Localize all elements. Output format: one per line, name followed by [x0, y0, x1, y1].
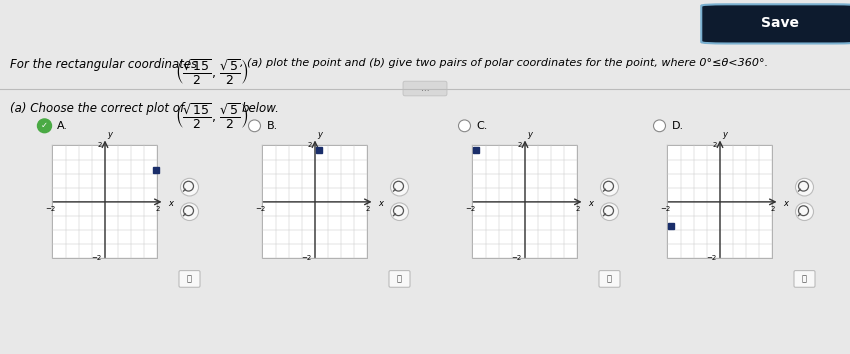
- Text: x: x: [588, 199, 593, 209]
- Text: 2: 2: [712, 142, 717, 148]
- Text: ⎋: ⎋: [802, 274, 807, 284]
- FancyBboxPatch shape: [263, 145, 367, 258]
- Text: −2: −2: [465, 206, 476, 212]
- Text: y: y: [527, 130, 532, 139]
- Circle shape: [796, 203, 813, 221]
- Text: x: x: [378, 199, 383, 209]
- FancyBboxPatch shape: [667, 145, 773, 258]
- Text: , (a) plot the point and (b) give two pairs of polar coordinates for the point, : , (a) plot the point and (b) give two pa…: [240, 58, 768, 68]
- Text: C.: C.: [477, 121, 488, 131]
- Text: 2: 2: [366, 206, 370, 212]
- Text: x: x: [168, 199, 173, 209]
- Text: −2: −2: [660, 206, 671, 212]
- Text: A.: A.: [56, 121, 67, 131]
- Text: $\left(\dfrac{\sqrt{15}}{2},\,\dfrac{\sqrt{5}}{2}\right)$: $\left(\dfrac{\sqrt{15}}{2},\,\dfrac{\sq…: [175, 102, 248, 131]
- Text: $\left(\dfrac{\sqrt{15}}{2},\,\dfrac{\sqrt{5}}{2}\right)$: $\left(\dfrac{\sqrt{15}}{2},\,\dfrac{\sq…: [175, 58, 248, 87]
- Circle shape: [654, 120, 666, 132]
- Circle shape: [180, 178, 199, 196]
- Text: (a) Choose the correct plot of: (a) Choose the correct plot of: [10, 102, 184, 115]
- Text: ⎋: ⎋: [607, 274, 612, 284]
- FancyBboxPatch shape: [53, 145, 157, 258]
- Text: D.: D.: [672, 121, 683, 131]
- Circle shape: [180, 203, 199, 221]
- Text: −2: −2: [255, 206, 265, 212]
- FancyBboxPatch shape: [389, 270, 410, 287]
- Text: ...: ...: [421, 84, 429, 93]
- Circle shape: [458, 120, 471, 132]
- Text: −2: −2: [512, 255, 522, 261]
- Text: y: y: [107, 130, 112, 139]
- Text: −2: −2: [706, 255, 717, 261]
- Circle shape: [600, 178, 619, 196]
- Text: y: y: [317, 130, 322, 139]
- FancyBboxPatch shape: [179, 270, 200, 287]
- Text: 2: 2: [518, 142, 522, 148]
- Text: below.: below.: [242, 102, 280, 115]
- Text: 2: 2: [98, 142, 102, 148]
- Text: −2: −2: [302, 255, 312, 261]
- Circle shape: [248, 120, 260, 132]
- Text: 2: 2: [308, 142, 312, 148]
- Circle shape: [600, 203, 619, 221]
- Text: 2: 2: [575, 206, 580, 212]
- Text: −2: −2: [45, 206, 55, 212]
- FancyBboxPatch shape: [701, 4, 850, 44]
- Text: B.: B.: [267, 121, 278, 131]
- Circle shape: [390, 203, 409, 221]
- FancyBboxPatch shape: [599, 270, 620, 287]
- FancyBboxPatch shape: [403, 81, 447, 96]
- Text: −2: −2: [92, 255, 102, 261]
- Text: ⎋: ⎋: [397, 274, 402, 284]
- Text: ⎋: ⎋: [187, 274, 192, 284]
- Circle shape: [390, 178, 409, 196]
- FancyBboxPatch shape: [473, 145, 577, 258]
- Text: 2: 2: [156, 206, 160, 212]
- Circle shape: [37, 119, 52, 133]
- Text: Save: Save: [761, 16, 799, 30]
- Text: For the rectangular coordinates: For the rectangular coordinates: [10, 58, 197, 70]
- Text: x: x: [784, 199, 789, 209]
- FancyBboxPatch shape: [794, 270, 815, 287]
- Text: 2: 2: [770, 206, 774, 212]
- Circle shape: [796, 178, 813, 196]
- Text: ✓: ✓: [41, 121, 48, 130]
- Text: y: y: [722, 130, 727, 139]
